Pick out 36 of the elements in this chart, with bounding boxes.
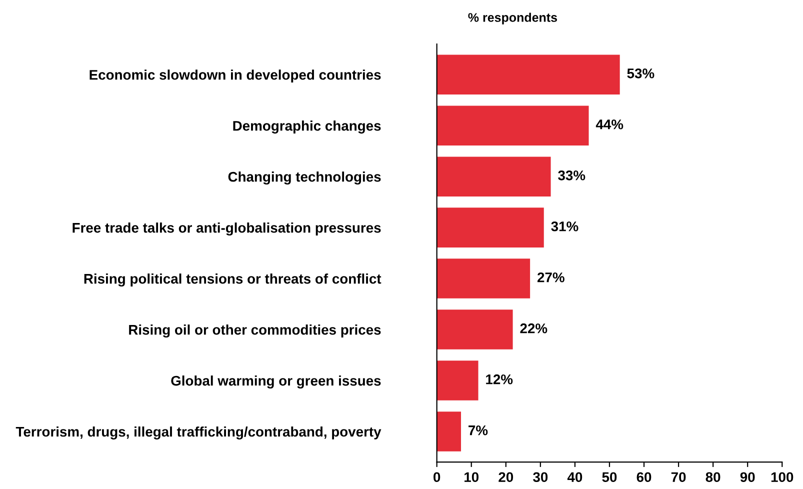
bar xyxy=(436,310,513,350)
y-tick-label: Terrorism, drugs, illegal trafficking/contraband, poverty xyxy=(16,426,382,440)
data-label: 22% xyxy=(520,323,548,334)
x-tick-label: 80 xyxy=(706,472,720,482)
data-label: 53% xyxy=(627,68,654,78)
bar xyxy=(436,360,478,400)
data-label: 33% xyxy=(558,170,586,180)
y-tick-label: Economic slowdown in developed countries xyxy=(90,70,381,83)
bar xyxy=(436,54,620,94)
bar xyxy=(436,412,461,452)
data-label: 31% xyxy=(551,221,578,232)
x-tick-label: 0 xyxy=(434,472,440,482)
bar xyxy=(436,258,530,298)
y-tick-label: Global warming or green issues xyxy=(171,375,381,388)
data-label: 7% xyxy=(468,425,488,436)
x-tick-label: 40 xyxy=(567,472,582,482)
x-tick-label: 10 xyxy=(464,472,479,482)
x-tick-label: 90 xyxy=(740,472,755,482)
bar xyxy=(436,208,544,248)
bar xyxy=(436,156,551,196)
y-tick-label: Rising oil or other commodities prices xyxy=(129,324,381,338)
y-tick-label: Changing technologies xyxy=(228,172,381,185)
bar xyxy=(436,106,589,146)
chart-title: % respondents xyxy=(468,12,557,24)
y-tick-label: Demographic changes xyxy=(233,120,381,134)
data-label: 44% xyxy=(596,120,624,130)
data-label: 12% xyxy=(486,374,513,384)
x-tick-label: 70 xyxy=(671,472,686,482)
x-tick-label: 30 xyxy=(533,472,548,482)
y-tick-label: Free trade talks or anti-globalisation pressures xyxy=(72,222,381,236)
y-tick-label: Rising political tensions or threats of conflict xyxy=(84,274,382,287)
x-tick-label: 50 xyxy=(602,472,617,482)
data-label: 27% xyxy=(537,272,564,282)
x-tick-label: 60 xyxy=(636,472,652,482)
x-tick-label: 100 xyxy=(771,472,794,482)
x-tick-label: 20 xyxy=(498,472,514,482)
